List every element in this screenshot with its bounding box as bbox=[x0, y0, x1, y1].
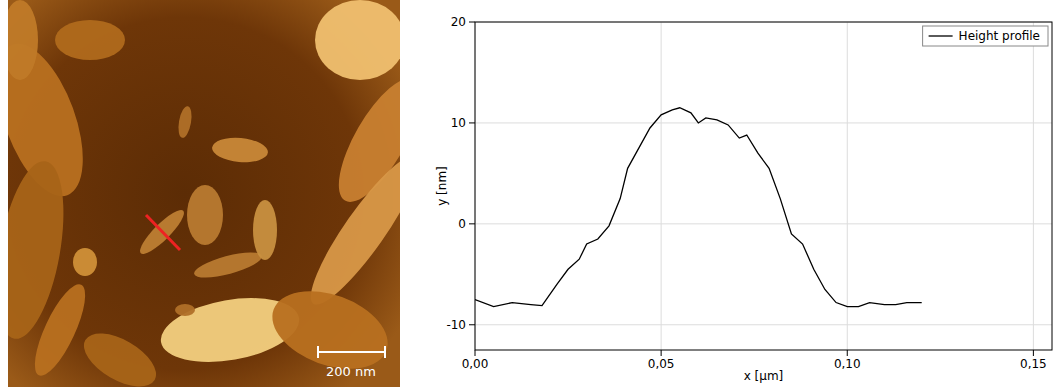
grid-line bbox=[847, 22, 848, 350]
profile-line bbox=[146, 215, 180, 250]
particle bbox=[187, 185, 223, 245]
tick bbox=[469, 324, 475, 325]
particle bbox=[8, 0, 38, 80]
particle bbox=[211, 136, 269, 165]
particle bbox=[175, 304, 195, 316]
tick bbox=[469, 22, 475, 23]
y-axis-title: y [nm] bbox=[435, 166, 449, 206]
plot-area bbox=[475, 108, 922, 307]
legend: Height profile bbox=[923, 26, 1048, 46]
legend-box bbox=[923, 26, 1048, 46]
afm-image bbox=[8, 0, 400, 387]
y-tick-label: -10 bbox=[446, 318, 466, 332]
scale-bar-end bbox=[384, 346, 386, 358]
x-tick-label: 0,10 bbox=[834, 357, 861, 371]
grid-line bbox=[661, 22, 662, 350]
tick bbox=[1033, 350, 1034, 356]
y-tick-label: 20 bbox=[451, 15, 466, 29]
x-tick-label: 0,00 bbox=[462, 357, 489, 371]
particle bbox=[176, 105, 193, 139]
tick bbox=[847, 350, 848, 356]
particle bbox=[25, 278, 94, 381]
grid-line bbox=[1033, 22, 1034, 350]
tick bbox=[661, 350, 662, 356]
x-tick-label: 0,15 bbox=[1020, 357, 1047, 371]
height-profile-line bbox=[475, 108, 922, 307]
particle bbox=[262, 277, 399, 384]
particle bbox=[55, 20, 125, 60]
particle bbox=[73, 248, 97, 276]
particle bbox=[192, 247, 264, 283]
legend-swatch bbox=[929, 35, 953, 36]
grid-line bbox=[475, 324, 1052, 325]
particle bbox=[253, 200, 277, 260]
scale-bar-end bbox=[317, 346, 319, 358]
particle bbox=[297, 145, 400, 315]
tick bbox=[469, 223, 475, 224]
grid-line bbox=[475, 122, 1052, 123]
y-tick-label: 10 bbox=[451, 116, 466, 130]
particle bbox=[75, 323, 164, 387]
particle bbox=[315, 0, 400, 80]
particle bbox=[135, 205, 189, 259]
scale-bar bbox=[318, 351, 385, 353]
x-axis-title: x [µm] bbox=[744, 369, 784, 383]
legend-label: Height profile bbox=[959, 29, 1040, 43]
plot-frame bbox=[475, 22, 1052, 350]
scale-bar-label: 200 nm bbox=[326, 364, 376, 379]
grid-line bbox=[475, 223, 1052, 224]
tick bbox=[469, 122, 475, 123]
tick bbox=[475, 350, 476, 356]
y-tick-label: 0 bbox=[458, 217, 466, 231]
x-tick-label: 0,05 bbox=[648, 357, 675, 371]
